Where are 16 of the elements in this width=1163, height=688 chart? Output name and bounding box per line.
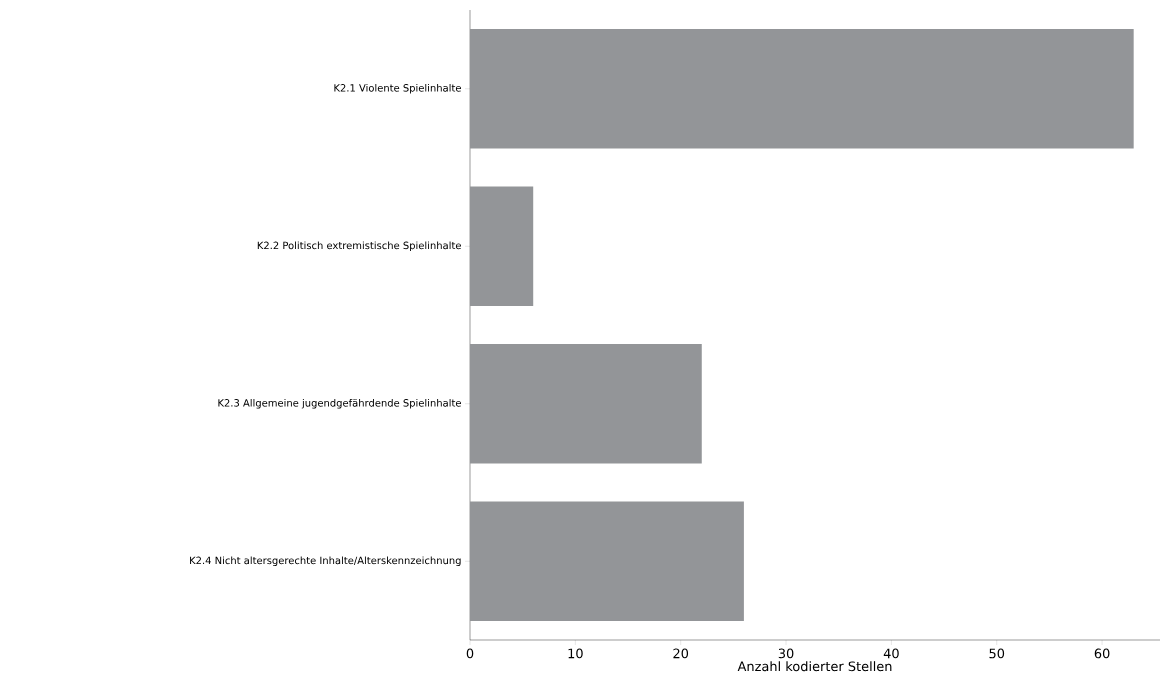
x-axis-title: Anzahl kodierter Stellen <box>737 661 892 672</box>
bar <box>470 28 1134 149</box>
x-tick-label: 50 <box>989 648 1005 659</box>
y-tick-label: K2.2 Politisch extremistische Spielinhalte <box>257 241 461 252</box>
bar <box>470 343 702 464</box>
y-tick-label: K2.4 Nicht altersgerechte Inhalte/Alterskennzeichnung <box>190 556 461 567</box>
x-tick-label: 30 <box>778 648 794 659</box>
bar <box>470 186 534 307</box>
x-tick-label: 40 <box>883 648 899 659</box>
y-tick-label: K2.1 Violente Spielinhalte <box>334 83 461 94</box>
x-tick-label: 0 <box>466 648 474 659</box>
bar <box>470 501 744 622</box>
x-tick-label: 10 <box>568 648 583 659</box>
x-tick-label: 60 <box>1094 648 1110 659</box>
x-tick-label: 20 <box>673 648 689 659</box>
y-tick-label: K2.3 Allgemeine jugendgefährdende Spielinhalte <box>218 398 461 409</box>
